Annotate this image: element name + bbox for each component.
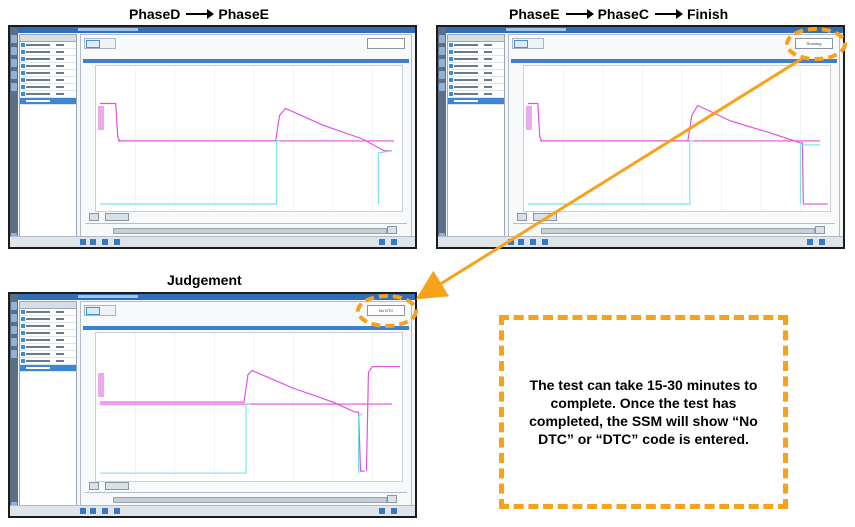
arrow-right-icon [654, 9, 683, 19]
trace-plot [95, 65, 403, 212]
trace-plot [95, 332, 403, 482]
window-titlebar [18, 294, 415, 300]
instruction-text: The test can take 15-30 minutes to compl… [529, 377, 758, 447]
status-box: Running [795, 38, 833, 49]
tab-group[interactable] [512, 38, 544, 49]
caption-mid: PhaseC [597, 6, 649, 22]
tab-group[interactable] [84, 38, 116, 49]
left-toolbar [438, 27, 446, 247]
screenshot-phased-phasee [8, 25, 417, 249]
arrow-right-icon [565, 9, 594, 19]
instruction-callout: The test can take 15-30 minutes to compl… [499, 315, 788, 509]
caption-from: PhaseD [129, 6, 181, 22]
left-toolbar [10, 294, 18, 516]
graph-window: No DTC [80, 301, 412, 506]
plot-header-bar [83, 326, 409, 330]
caption-judgement: Judgement [167, 272, 242, 288]
caption-from: PhaseE [509, 6, 560, 22]
parameter-list[interactable] [19, 301, 77, 506]
caption-judgement-label: Judgement [167, 272, 242, 288]
status-box [367, 38, 405, 49]
window-titlebar [18, 27, 415, 33]
graph-window [80, 34, 412, 237]
bottom-toolbar [438, 236, 843, 247]
screenshot-phasee-phasec-finish: Running [436, 25, 845, 249]
arrow-right-icon [186, 9, 215, 19]
trace-plot [523, 65, 831, 212]
left-toolbar [10, 27, 18, 247]
caption-phasee-phasec-finish: PhaseE PhaseC Finish [509, 6, 728, 22]
caption-to: Finish [686, 6, 729, 22]
graph-window: Running [508, 34, 840, 237]
bottom-toolbar [10, 236, 415, 247]
bottom-toolbar [10, 505, 415, 516]
plot-header-bar [83, 59, 409, 63]
tab-group[interactable] [84, 305, 116, 316]
parameter-list[interactable] [447, 34, 505, 237]
window-titlebar [446, 27, 843, 33]
caption-to: PhaseE [218, 6, 269, 22]
caption-phased-phasee: PhaseD PhaseE [129, 6, 269, 22]
screenshot-judgement: No DTC [8, 292, 417, 518]
plot-header-bar [511, 59, 837, 63]
parameter-list[interactable] [19, 34, 77, 237]
status-box: No DTC [367, 305, 405, 316]
